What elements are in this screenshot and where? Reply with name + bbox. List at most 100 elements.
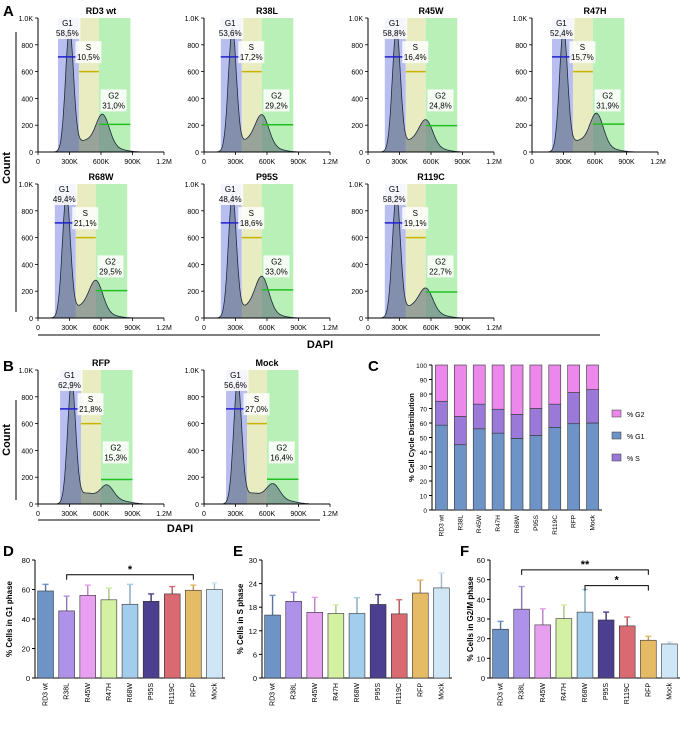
y-tick-label: 200 bbox=[515, 123, 527, 130]
bar-chart-d: 0 20 40 60 80 % Cells in G1 phase RD3 wt R38L R4… bbox=[5, 556, 225, 706]
gate-name: G1 bbox=[230, 371, 241, 380]
c-bar-g1 bbox=[454, 444, 467, 511]
significance-bracket bbox=[66, 574, 194, 580]
y-tick-label: 800 bbox=[187, 395, 199, 402]
gate-percent: 49,4% bbox=[53, 195, 76, 204]
x-tick-label: R68W bbox=[127, 683, 134, 703]
histogram-title: R68W bbox=[88, 172, 114, 182]
x-tick-label: 0 bbox=[202, 511, 206, 518]
c-bar-g1 bbox=[548, 427, 562, 511]
gate-label-bg bbox=[569, 41, 596, 64]
x-tick-label: 1.2M bbox=[156, 511, 172, 518]
gate-name: G2 bbox=[105, 257, 116, 266]
bar bbox=[513, 608, 530, 679]
gate-label-s: S17,2% bbox=[238, 41, 265, 64]
significance-bracket bbox=[584, 585, 649, 591]
gate-label-bg bbox=[268, 441, 295, 464]
gate-percent: 15,7% bbox=[571, 53, 594, 62]
c-legend-swatch bbox=[611, 431, 622, 440]
y-tick-label: 800 bbox=[21, 395, 33, 402]
x-tick-label: 0 bbox=[366, 159, 370, 166]
gate-name: G1 bbox=[225, 185, 236, 194]
x-tick-label: 900K bbox=[124, 159, 141, 166]
panel-label-c: C bbox=[368, 358, 379, 375]
panel-b-y-label: Count bbox=[1, 424, 13, 456]
histogram-title: R45W bbox=[418, 6, 444, 16]
c-bar-g1 bbox=[586, 422, 599, 511]
bar bbox=[58, 610, 75, 679]
c-bar-s bbox=[548, 403, 562, 428]
x-tick-label: P95S bbox=[375, 683, 382, 700]
gate-label-bg bbox=[263, 255, 290, 278]
bar bbox=[640, 639, 657, 679]
x-tick-label: 1.2M bbox=[322, 325, 338, 332]
y-tick-label: 400 bbox=[21, 262, 33, 269]
bar bbox=[121, 603, 139, 679]
c-y-tick-label: 0 bbox=[423, 508, 427, 515]
bar bbox=[369, 604, 387, 679]
x-tick-label: RFP bbox=[190, 683, 197, 697]
x-tick-label: Mock bbox=[211, 683, 218, 700]
gate-label-bg bbox=[217, 17, 244, 39]
gate-percent: 58,5% bbox=[56, 29, 79, 38]
x-tick-label: RFP bbox=[645, 683, 652, 697]
bar bbox=[264, 614, 281, 679]
gate-percent: 15,3% bbox=[104, 453, 127, 462]
histogram-title: RFP bbox=[92, 358, 110, 368]
y-tick-label: 200 bbox=[21, 475, 33, 482]
x-tick-label: 0 bbox=[36, 159, 40, 166]
x-tick-label: Mock bbox=[666, 683, 673, 700]
y-tick-label: 1.0K bbox=[185, 16, 200, 23]
c-bar-g2 bbox=[529, 364, 543, 409]
y-tick-label: 600 bbox=[187, 236, 199, 243]
x-tick-label: R45W bbox=[85, 683, 92, 703]
y-tick-label: 200 bbox=[187, 475, 199, 482]
x-tick-label: 1.2M bbox=[650, 159, 666, 166]
x-tick-label: R119C bbox=[169, 683, 176, 704]
x-tick-label: 300K bbox=[227, 325, 244, 332]
gate-percent: 31,0% bbox=[102, 101, 125, 110]
y-tick-label: 1.0K bbox=[185, 182, 200, 189]
y-tick-label: 600 bbox=[515, 70, 527, 77]
gate-name: G1 bbox=[556, 19, 567, 28]
y-tick-label: 1.0K bbox=[349, 16, 364, 23]
y-axis-label: % Cells in G2/M phase bbox=[466, 576, 475, 661]
y-tick-label: 400 bbox=[187, 96, 199, 103]
y-tick-label: 200 bbox=[21, 289, 33, 296]
c-legend-swatch bbox=[611, 453, 622, 462]
y-tick-label: 600 bbox=[21, 422, 33, 429]
gate-label-s: S21,1% bbox=[72, 207, 99, 230]
bar bbox=[391, 613, 408, 679]
c-x-tick-label: R68W bbox=[514, 514, 521, 533]
x-tick-label: 1.2M bbox=[156, 325, 172, 332]
c-bar-s bbox=[491, 408, 505, 434]
significance-label: * bbox=[615, 575, 620, 587]
gate-label-bg bbox=[594, 89, 621, 112]
y-tick-label: 0 bbox=[26, 674, 30, 683]
gate-label-bg bbox=[427, 255, 454, 278]
x-tick-label: R119C bbox=[396, 683, 403, 704]
c-bar-g2 bbox=[567, 364, 580, 393]
gate-label-s: S27,0% bbox=[243, 393, 270, 416]
histogram-axis-titles: Count DAPI Count DAPI bbox=[1, 32, 600, 535]
y-tick-label: 0 bbox=[29, 316, 33, 323]
x-tick-label: 0 bbox=[202, 159, 206, 166]
bar bbox=[412, 592, 429, 679]
y-tick-label: 400 bbox=[351, 96, 363, 103]
c-y-tick-label: 30 bbox=[420, 465, 428, 472]
gate-name: G1 bbox=[59, 185, 70, 194]
y-tick-label: 10 bbox=[477, 654, 485, 663]
gate-name: S bbox=[88, 395, 93, 404]
x-tick-label: R68W bbox=[354, 683, 361, 703]
gate-label-bg bbox=[51, 183, 78, 205]
gate-label-s: S10,5% bbox=[75, 41, 102, 64]
c-y-tick-label: 100 bbox=[416, 363, 427, 370]
c-bar-g1 bbox=[510, 438, 524, 511]
